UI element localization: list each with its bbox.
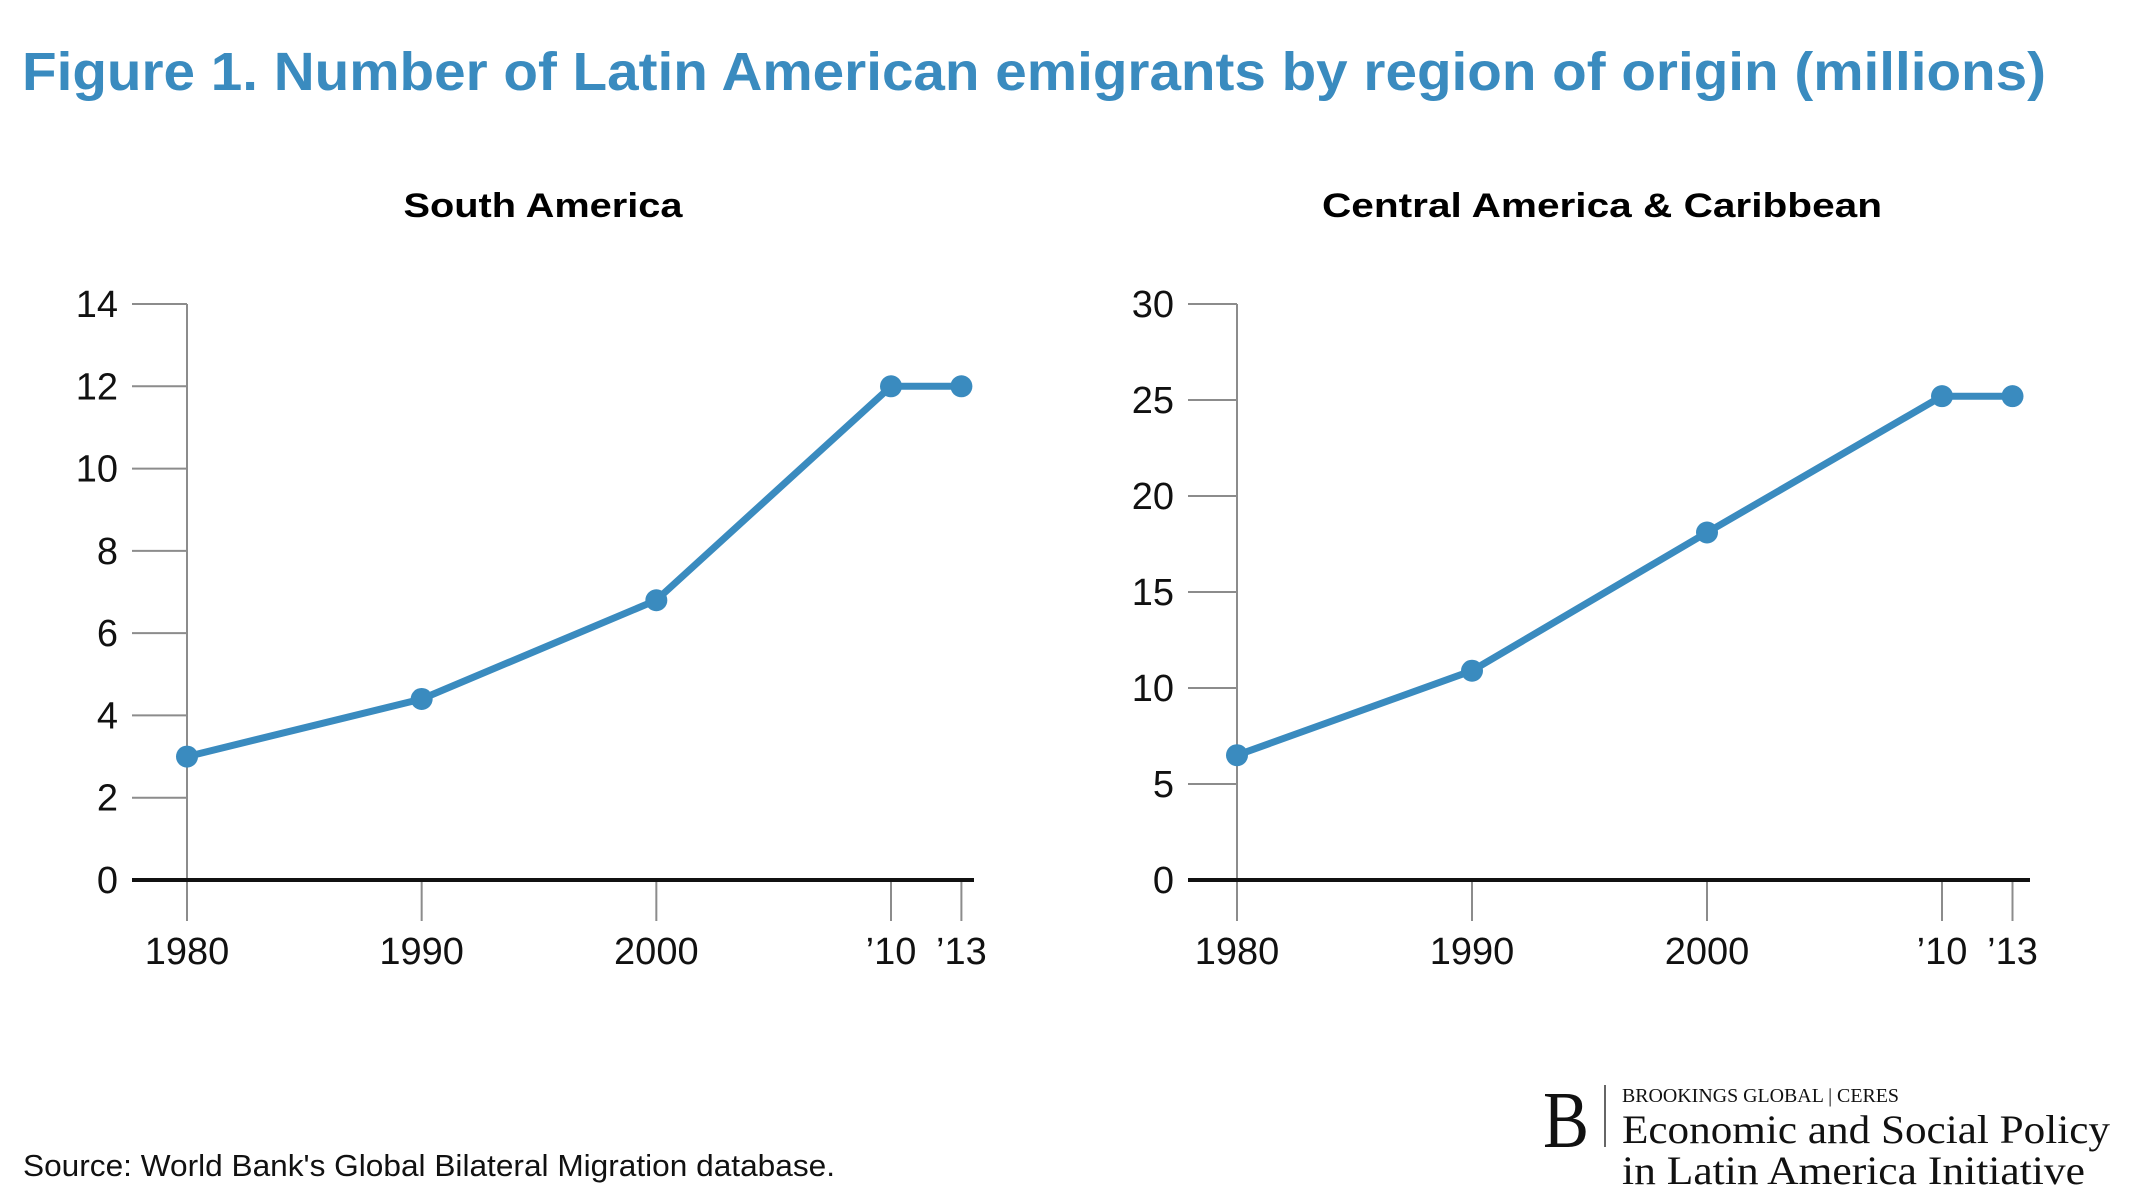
data-point [950,375,973,398]
chart-panel-central-america-caribbean: Central America & Caribbean 0 5 10 15 20 25 30… [1132,187,2038,973]
y-tick-label: 4 [97,695,118,737]
series-marks [1226,385,2024,767]
y-tick-label: 6 [97,613,118,655]
logo-mark: B [1543,1077,1589,1165]
y-tick-label: 15 [1132,572,1174,614]
axes: 0 2 4 6 8 10 12 14 1980 1990 2000 ’10 ’13 [76,284,987,973]
figure-title: Figure 1. Number of Latin American emigr… [22,42,2046,102]
data-point [2001,385,2024,408]
data-point [1931,385,1953,408]
chart-panel-south-america: South America 0 2 4 6 8 10 12 14 1980 1990 2000 ’10… [76,187,987,973]
data-point [176,745,198,768]
y-tick-label: 14 [76,284,118,326]
y-tick-label: 5 [1153,764,1174,806]
x-tick-label: ’10 [866,931,917,973]
logo-org-line: BROOKINGS GLOBAL | CERES [1622,1085,1899,1107]
x-tick-label: 1990 [379,931,464,973]
axes: 0 5 10 15 20 25 30 1980 1990 2000 ’10 ’13 [1132,284,2038,973]
data-point [1696,521,1718,544]
series-line [186,382,962,760]
panel-title: South America [404,187,684,225]
x-tick-label: ’13 [936,931,987,973]
y-tick-label: 0 [97,860,118,902]
x-tick-label: 1990 [1430,931,1515,973]
data-point [880,375,902,398]
x-tick-label: ’13 [1987,931,2038,973]
panel-title: Central America & Caribbean [1322,187,1882,225]
x-tick-label: 1980 [145,931,230,973]
y-tick-label: 12 [76,366,118,408]
y-tick-label: 10 [1132,668,1174,710]
y-tick-label: 25 [1132,380,1174,422]
x-tick-label: 2000 [1665,931,1750,973]
brookings-logo: B BROOKINGS GLOBAL | CERES Economic and … [1543,1077,2110,1193]
data-point [1226,744,1248,767]
y-tick-label: 0 [1153,860,1174,902]
y-tick-label: 8 [97,531,118,573]
data-point [410,687,433,710]
data-point [645,589,668,612]
x-tick-label: ’10 [1917,931,1968,973]
logo-initiative-line-2: in Latin America Initiative [1622,1148,2085,1193]
x-tick-label: 2000 [614,931,699,973]
data-point [1461,659,1483,682]
series-line [1235,392,2013,759]
x-tick-label: 1980 [1195,931,1280,973]
y-tick-label: 10 [76,449,118,491]
y-tick-label: 30 [1132,284,1174,326]
y-tick-label: 2 [97,778,118,820]
y-tick-label: 20 [1132,476,1174,518]
source-note: Source: World Bank's Global Bilateral Mi… [23,1148,835,1183]
series-marks [176,375,973,768]
logo-initiative-line-1: Economic and Social Policy [1622,1107,2110,1152]
